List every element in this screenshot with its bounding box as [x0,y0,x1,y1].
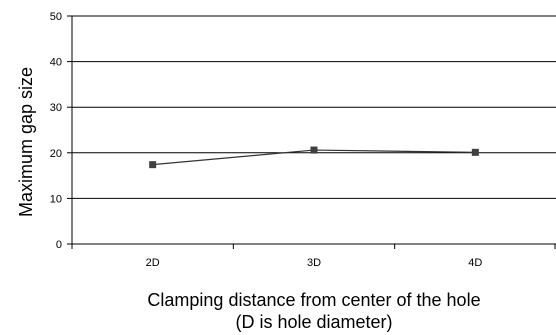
y-tick-label-40: 40 [50,57,62,69]
data-point-4D [471,148,479,156]
x-tick-labels: 2D 3D 4D [146,257,483,269]
data-point-3D [310,146,318,154]
gridlines [72,15,556,199]
y-tick-label-30: 30 [50,102,62,114]
data-point-2D [149,161,157,169]
y-tick-label-20: 20 [50,148,62,160]
y-axis-title: Maximum gap size [16,67,36,217]
y-tick-labels: 0 10 20 30 40 50 [50,11,62,251]
y-tick-label-50: 50 [50,11,62,23]
x-axis-title-line-1: Clamping distance from center of the hol… [147,290,480,310]
data-series [149,146,479,169]
x-tick-label-3D: 3D [307,257,321,269]
y-tick-label-0: 0 [56,239,62,251]
x-tick-label-2D: 2D [146,257,160,269]
x-tick-label-4D: 4D [468,257,482,269]
x-axis-title-line-2: (D is hole diameter) [235,312,392,332]
axes [67,15,556,249]
y-tick-label-10: 10 [50,193,62,205]
